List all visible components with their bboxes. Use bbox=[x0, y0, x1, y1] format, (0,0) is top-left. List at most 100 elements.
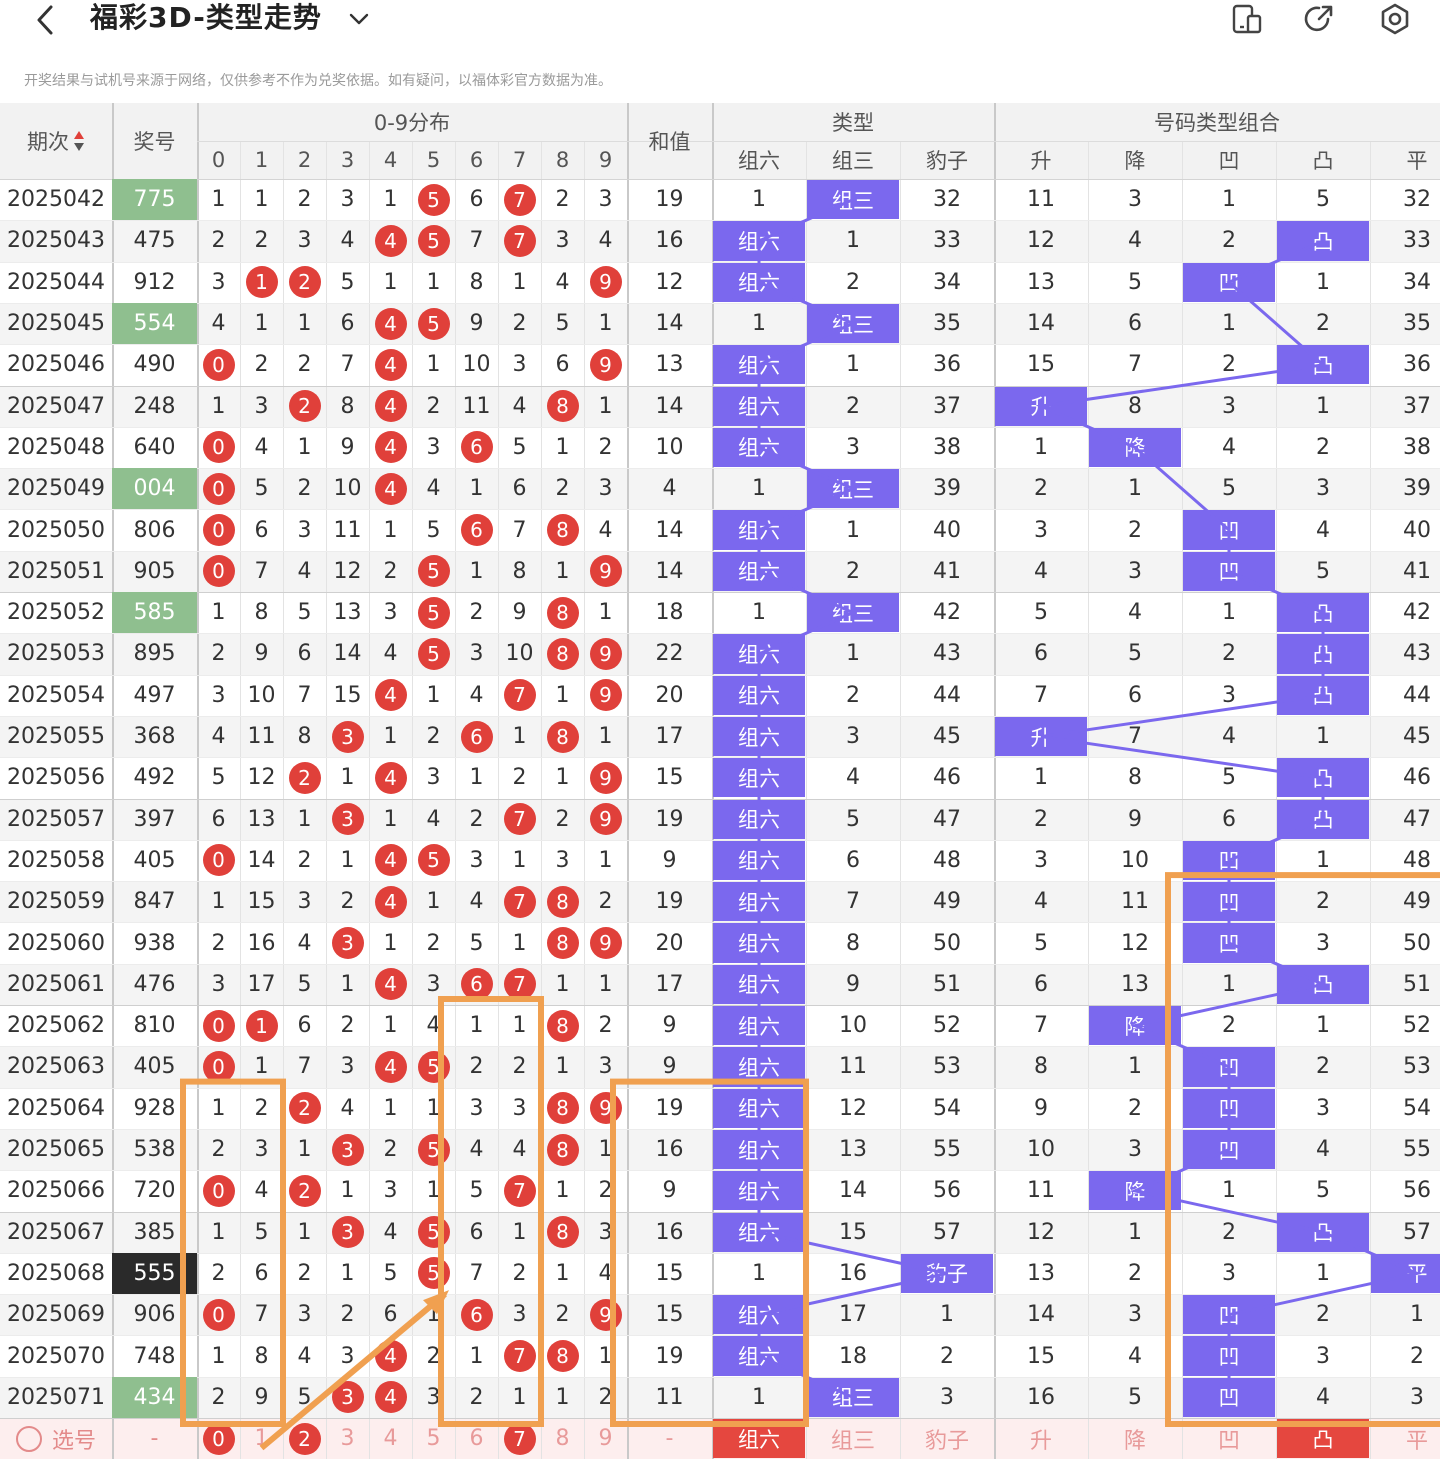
select-combo-option[interactable]: 平 bbox=[1405, 1428, 1428, 1454]
select-digit-option[interactable]: 4 bbox=[383, 1426, 398, 1452]
select-digit-option[interactable]: 5 bbox=[426, 1426, 441, 1452]
digit-miss-count: 1 bbox=[211, 187, 226, 213]
grid-line bbox=[197, 103, 199, 1460]
digit-header: 7 bbox=[512, 148, 527, 172]
digit-ball: 5 bbox=[417, 596, 450, 629]
grid-line bbox=[326, 141, 327, 1460]
select-digit-selected[interactable]: 7 bbox=[498, 1418, 541, 1459]
combo-tag-convex: 凸 bbox=[1277, 634, 1369, 674]
digit-hit-cell: 0 bbox=[197, 1005, 240, 1046]
combo-miss-count: 43 bbox=[1403, 641, 1431, 667]
select-type-option[interactable]: 组三 bbox=[830, 1428, 875, 1454]
digit-hit-cell: 2 bbox=[283, 1170, 326, 1211]
digit-hit-cell: 5 bbox=[412, 1212, 455, 1253]
digit-miss-count: 9 bbox=[512, 600, 527, 626]
grid-line bbox=[0, 757, 1440, 759]
combo-miss-count: 1 bbox=[1316, 269, 1330, 295]
select-digit-selected[interactable]: 0 bbox=[197, 1418, 240, 1459]
period-cell: 2025044 bbox=[7, 269, 105, 295]
sum-cell: 20 bbox=[655, 682, 684, 708]
type-miss-count: 56 bbox=[933, 1178, 961, 1204]
digit-miss-count: 1 bbox=[383, 517, 398, 543]
digit-miss-count: 2 bbox=[254, 1095, 269, 1121]
digit-miss-count: 4 bbox=[254, 434, 269, 460]
select-digit-option[interactable]: 8 bbox=[555, 1426, 570, 1452]
digit-miss-count: 3 bbox=[383, 600, 398, 626]
digit-miss-count: 5 bbox=[254, 476, 269, 502]
back-icon[interactable] bbox=[28, 2, 64, 38]
combo-miss-count: 13 bbox=[1027, 1260, 1055, 1286]
select-combo-option[interactable]: 升 bbox=[1029, 1428, 1052, 1454]
digit-miss-count: 4 bbox=[340, 1095, 355, 1121]
combo-miss-count: 3 bbox=[1222, 393, 1236, 419]
select-digit-selected[interactable]: 2 bbox=[283, 1418, 326, 1459]
type-miss-count: 1 bbox=[752, 600, 766, 626]
digit-hit-cell: 3 bbox=[326, 716, 369, 757]
type-miss-count: 3 bbox=[940, 1384, 954, 1410]
winning-number: 720 bbox=[133, 1178, 176, 1204]
grid-line bbox=[0, 798, 1440, 800]
digit-hit-cell: 4 bbox=[369, 757, 412, 798]
digit-hit-cell: 5 bbox=[412, 592, 455, 633]
digit-miss-count: 3 bbox=[469, 847, 484, 873]
digit-miss-count: 3 bbox=[512, 1302, 527, 1328]
sum-cell: 13 bbox=[655, 352, 684, 378]
type-tag-group6: 组六 bbox=[713, 1129, 805, 1170]
digit-miss-count: 2 bbox=[297, 1260, 312, 1286]
combo-miss-count: 11 bbox=[1121, 889, 1149, 915]
combo-miss-count: 51 bbox=[1403, 971, 1431, 997]
combo-miss-count: 1 bbox=[1316, 1013, 1330, 1039]
period-cell: 2025062 bbox=[7, 1013, 105, 1039]
combo-miss-count: 1 bbox=[1222, 311, 1236, 337]
digit-ball: 5 bbox=[417, 1257, 450, 1290]
select-digit-option[interactable]: 1 bbox=[254, 1426, 269, 1452]
sum-cell: 14 bbox=[655, 393, 684, 419]
digit-hit-cell: 8 bbox=[541, 1335, 584, 1376]
combo-miss-count: 2 bbox=[1222, 1219, 1236, 1245]
digit-header: 4 bbox=[383, 148, 398, 172]
digit-miss-count: 3 bbox=[555, 228, 570, 254]
combo-miss-count: 13 bbox=[1121, 971, 1149, 997]
select-combo-option[interactable]: 凹 bbox=[1217, 1428, 1240, 1454]
select-digit-option[interactable]: 9 bbox=[598, 1426, 613, 1452]
digit-miss-count: 14 bbox=[333, 641, 362, 667]
digit-miss-count: 1 bbox=[211, 1219, 226, 1245]
digit-miss-count: 1 bbox=[254, 187, 269, 213]
digit-miss-count: 1 bbox=[555, 765, 570, 791]
type-header: 类型 bbox=[832, 111, 874, 135]
combo-tag-concave: 凹 bbox=[1183, 840, 1275, 881]
digit-miss-count: 6 bbox=[555, 352, 570, 378]
share-icon[interactable] bbox=[1302, 2, 1336, 36]
combo-miss-count: 4 bbox=[1034, 558, 1048, 584]
type-miss-count: 1 bbox=[752, 187, 766, 213]
period-cell: 2025055 bbox=[7, 724, 105, 750]
digit-miss-count: 2 bbox=[297, 352, 312, 378]
digit-hit-cell: 0 bbox=[197, 840, 240, 881]
type-tag-group6: 组六 bbox=[713, 1171, 805, 1211]
select-number-toggle[interactable]: 选号 bbox=[0, 1418, 112, 1459]
sum-cell: 15 bbox=[655, 1302, 684, 1328]
period-cell: 2025059 bbox=[7, 889, 105, 915]
device-icon[interactable] bbox=[1230, 2, 1264, 36]
select-type-selected[interactable]: 组六 bbox=[713, 1419, 805, 1459]
combo-miss-count: 5 bbox=[1128, 1384, 1142, 1410]
type-miss-count: 47 bbox=[933, 806, 961, 832]
combo-miss-count: 7 bbox=[1128, 724, 1142, 750]
sort-period-button[interactable]: 期次 bbox=[0, 103, 112, 179]
select-combo-option[interactable]: 降 bbox=[1123, 1428, 1146, 1454]
settings-icon[interactable] bbox=[1378, 2, 1412, 36]
select-digit-option[interactable]: 3 bbox=[340, 1426, 355, 1452]
select-type-option[interactable]: 豹子 bbox=[924, 1428, 969, 1454]
page-title[interactable]: 福彩3D-类型走势 bbox=[90, 1, 322, 34]
digit-ball: 2 bbox=[288, 266, 321, 299]
select-digit-option[interactable]: 6 bbox=[469, 1426, 484, 1452]
digit-hit-cell: 9 bbox=[584, 551, 627, 592]
digit-miss-count: 2 bbox=[598, 1384, 613, 1410]
select-combo-selected[interactable]: 凸 bbox=[1277, 1419, 1369, 1459]
combo-miss-count: 42 bbox=[1403, 600, 1431, 626]
chevron-down-icon[interactable] bbox=[346, 6, 372, 32]
digit-hit-cell: 5 bbox=[412, 1129, 455, 1170]
sum-cell: 9 bbox=[662, 1178, 677, 1204]
grid-line bbox=[0, 179, 1440, 180]
digit-miss-count: 2 bbox=[598, 1178, 613, 1204]
